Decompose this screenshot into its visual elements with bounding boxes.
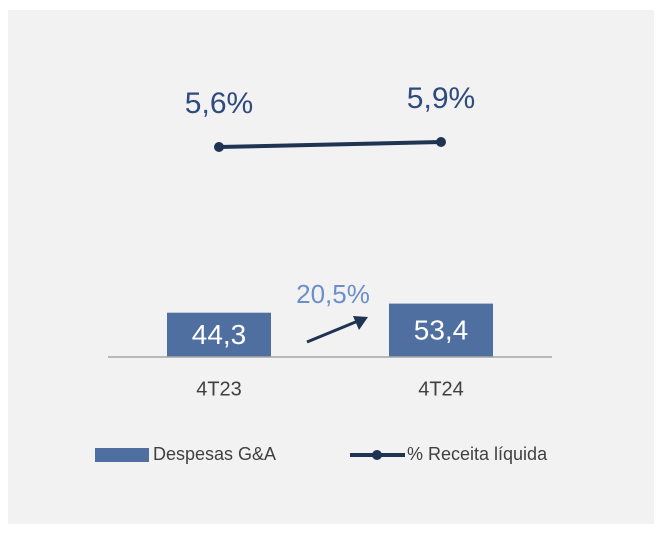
line-value-label: 5,6%	[185, 87, 253, 120]
x-tick-label: 4T23	[196, 378, 242, 400]
x-tick-label: 4T24	[418, 378, 464, 400]
legend-marker	[372, 450, 382, 460]
bar-value-label: 53,4	[414, 315, 469, 346]
line-marker	[214, 142, 224, 152]
line-marker	[436, 137, 446, 147]
legend-swatch	[95, 448, 149, 462]
chart-background	[8, 10, 654, 524]
bar	[167, 312, 271, 357]
line-value-label: 5,9%	[407, 82, 475, 115]
legend-label: Despesas G&A	[153, 444, 276, 464]
growth-arrow	[306, 319, 359, 344]
legend-label: % Receita líquida	[407, 444, 548, 464]
bar	[389, 303, 493, 357]
growth-arrow-head	[353, 316, 368, 330]
line	[218, 140, 442, 149]
growth-annotation: 20,5%	[296, 279, 370, 309]
bar-value-label: 44,3	[192, 319, 247, 350]
